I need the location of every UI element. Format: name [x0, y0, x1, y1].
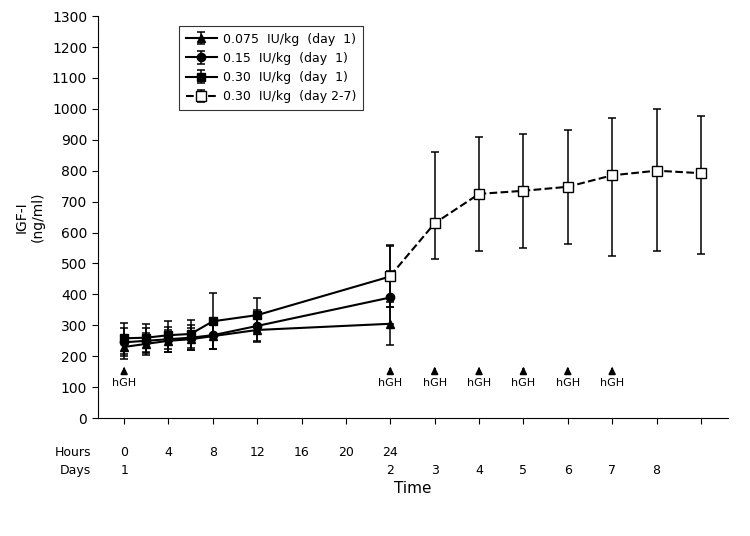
- Y-axis label: IGF-I
(ng/ml): IGF-I (ng/ml): [15, 192, 45, 242]
- Text: hGH: hGH: [467, 378, 491, 389]
- Text: 12: 12: [249, 446, 265, 459]
- Text: hGH: hGH: [600, 378, 624, 389]
- Text: 0: 0: [120, 446, 128, 459]
- Text: hGH: hGH: [112, 378, 136, 389]
- Text: Time: Time: [394, 481, 431, 496]
- Text: hGH: hGH: [378, 378, 403, 389]
- Text: 24: 24: [382, 446, 398, 459]
- Text: 3: 3: [430, 464, 439, 477]
- Text: 7: 7: [608, 464, 616, 477]
- Text: 6: 6: [564, 464, 572, 477]
- Text: hGH: hGH: [422, 378, 447, 389]
- Text: 4: 4: [164, 446, 172, 459]
- Text: 5: 5: [520, 464, 527, 477]
- Text: Hours: Hours: [54, 446, 91, 459]
- Legend: 0.075  IU/kg  (day  1), 0.15  IU/kg  (day  1), 0.30  IU/kg  (day  1), 0.30  IU/k: 0.075 IU/kg (day 1), 0.15 IU/kg (day 1),…: [179, 26, 363, 109]
- Text: hGH: hGH: [556, 378, 580, 389]
- Text: 2: 2: [386, 464, 394, 477]
- Text: 1: 1: [120, 464, 128, 477]
- Text: 4: 4: [475, 464, 483, 477]
- Text: 8: 8: [652, 464, 661, 477]
- Text: 20: 20: [338, 446, 354, 459]
- Text: 8: 8: [209, 446, 217, 459]
- Text: hGH: hGH: [512, 378, 536, 389]
- Text: 16: 16: [294, 446, 310, 459]
- Text: Days: Days: [59, 464, 91, 477]
